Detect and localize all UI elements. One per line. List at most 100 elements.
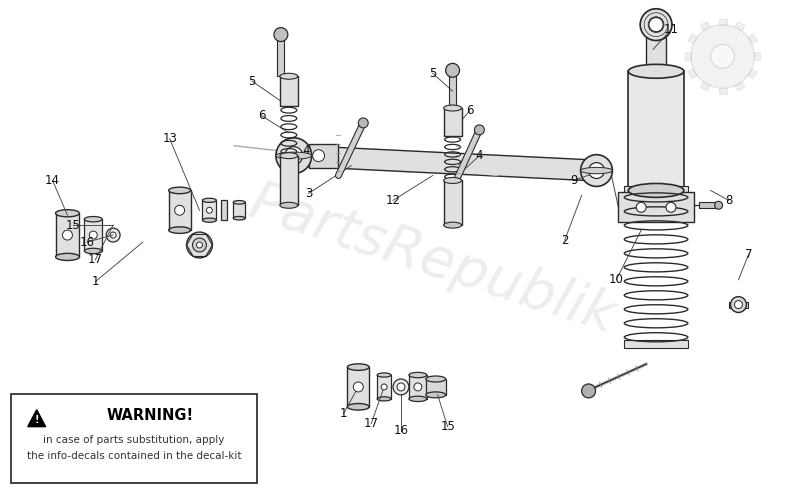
Ellipse shape [646,34,666,39]
Circle shape [446,63,459,77]
Bar [698,202,718,208]
Circle shape [636,202,646,212]
Circle shape [691,24,754,88]
Ellipse shape [409,372,426,378]
Text: 11: 11 [663,23,678,36]
Text: the info-decals contained in the decal-kit: the info-decals contained in the decal-k… [26,451,242,462]
Ellipse shape [444,105,462,111]
Ellipse shape [234,217,245,220]
Text: 15: 15 [440,420,455,433]
Circle shape [193,238,206,252]
Circle shape [582,384,595,398]
Text: 17: 17 [364,417,378,430]
Ellipse shape [426,376,446,382]
Ellipse shape [202,198,216,202]
Bar [84,219,102,251]
Text: 6: 6 [258,109,266,122]
Ellipse shape [581,168,612,174]
Bar [11,394,257,483]
Text: 16: 16 [80,236,95,248]
Text: 1: 1 [340,407,347,420]
Circle shape [186,232,212,258]
Text: 4: 4 [476,149,483,162]
Ellipse shape [84,217,102,222]
Circle shape [474,125,484,135]
Ellipse shape [628,64,684,78]
Text: 2: 2 [561,234,569,246]
Bar [278,35,284,76]
Text: 16: 16 [394,424,409,437]
Ellipse shape [377,373,391,377]
Circle shape [106,228,120,242]
Text: 15: 15 [66,219,81,232]
Circle shape [197,242,202,248]
Circle shape [414,383,422,391]
Bar [618,193,694,222]
Ellipse shape [280,74,298,79]
Text: 5: 5 [248,74,256,88]
Text: 8: 8 [725,194,732,207]
Circle shape [62,230,73,240]
Circle shape [313,150,325,162]
Circle shape [206,207,212,213]
Bar [449,70,456,108]
Text: 14: 14 [45,174,60,187]
Text: 12: 12 [386,194,401,207]
Bar [234,202,245,218]
Circle shape [285,147,302,165]
Polygon shape [718,88,726,94]
Bar [444,108,462,136]
Bar [202,200,216,220]
Bar [646,37,666,72]
Polygon shape [718,19,726,25]
Text: 7: 7 [745,248,752,262]
Circle shape [393,379,409,395]
Text: WARNING!: WARNING! [106,408,194,423]
Text: 1: 1 [91,275,99,288]
Polygon shape [735,82,745,91]
Circle shape [649,18,663,32]
Ellipse shape [280,202,298,208]
Polygon shape [688,34,697,44]
Bar [55,213,79,257]
Ellipse shape [426,392,446,398]
Text: 5: 5 [429,67,437,80]
Bar [309,144,338,168]
Circle shape [710,45,734,68]
Polygon shape [685,52,691,60]
Circle shape [589,163,605,178]
Ellipse shape [280,153,298,159]
Ellipse shape [169,187,190,194]
Bar [377,375,391,399]
Bar [222,200,227,220]
Circle shape [274,27,288,42]
Circle shape [714,201,722,209]
Text: 17: 17 [88,253,102,267]
Text: 10: 10 [609,273,624,286]
Circle shape [397,383,405,391]
Ellipse shape [202,218,216,222]
Bar [624,186,688,195]
Bar [729,301,748,308]
Circle shape [640,9,672,41]
Bar [280,76,298,106]
Ellipse shape [55,253,79,261]
Ellipse shape [409,396,426,401]
Circle shape [381,384,387,390]
Text: !: ! [34,415,39,425]
Polygon shape [735,22,745,31]
Circle shape [354,382,363,392]
Polygon shape [748,69,758,79]
Bar [280,156,298,205]
Ellipse shape [444,177,462,183]
Ellipse shape [347,404,370,410]
Bar [624,340,688,348]
Ellipse shape [347,364,370,370]
Polygon shape [748,34,758,44]
Text: 6: 6 [466,104,474,118]
Text: in case of parts substitution, apply: in case of parts substitution, apply [43,435,225,444]
Bar [426,379,446,395]
Ellipse shape [234,200,245,204]
Ellipse shape [276,152,312,159]
Text: 3: 3 [305,187,312,200]
